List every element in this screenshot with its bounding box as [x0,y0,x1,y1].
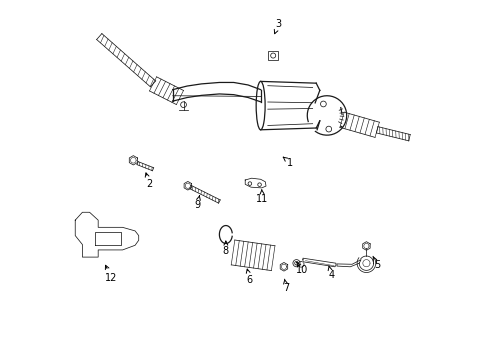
Text: 4: 4 [327,266,334,280]
Text: 3: 3 [274,19,281,34]
Text: 6: 6 [246,269,252,285]
Text: 10: 10 [295,262,307,275]
Polygon shape [303,258,335,267]
Text: 7: 7 [283,279,289,293]
Bar [267,51,278,60]
Polygon shape [244,178,265,188]
Text: 5: 5 [372,256,380,270]
Text: 9: 9 [194,196,200,210]
Text: 2: 2 [145,173,152,189]
Text: 12: 12 [105,265,117,283]
Text: 8: 8 [223,241,228,256]
Text: 1: 1 [283,157,293,168]
Text: 11: 11 [256,189,268,204]
Polygon shape [336,260,360,267]
Polygon shape [75,212,139,257]
Polygon shape [94,232,121,245]
